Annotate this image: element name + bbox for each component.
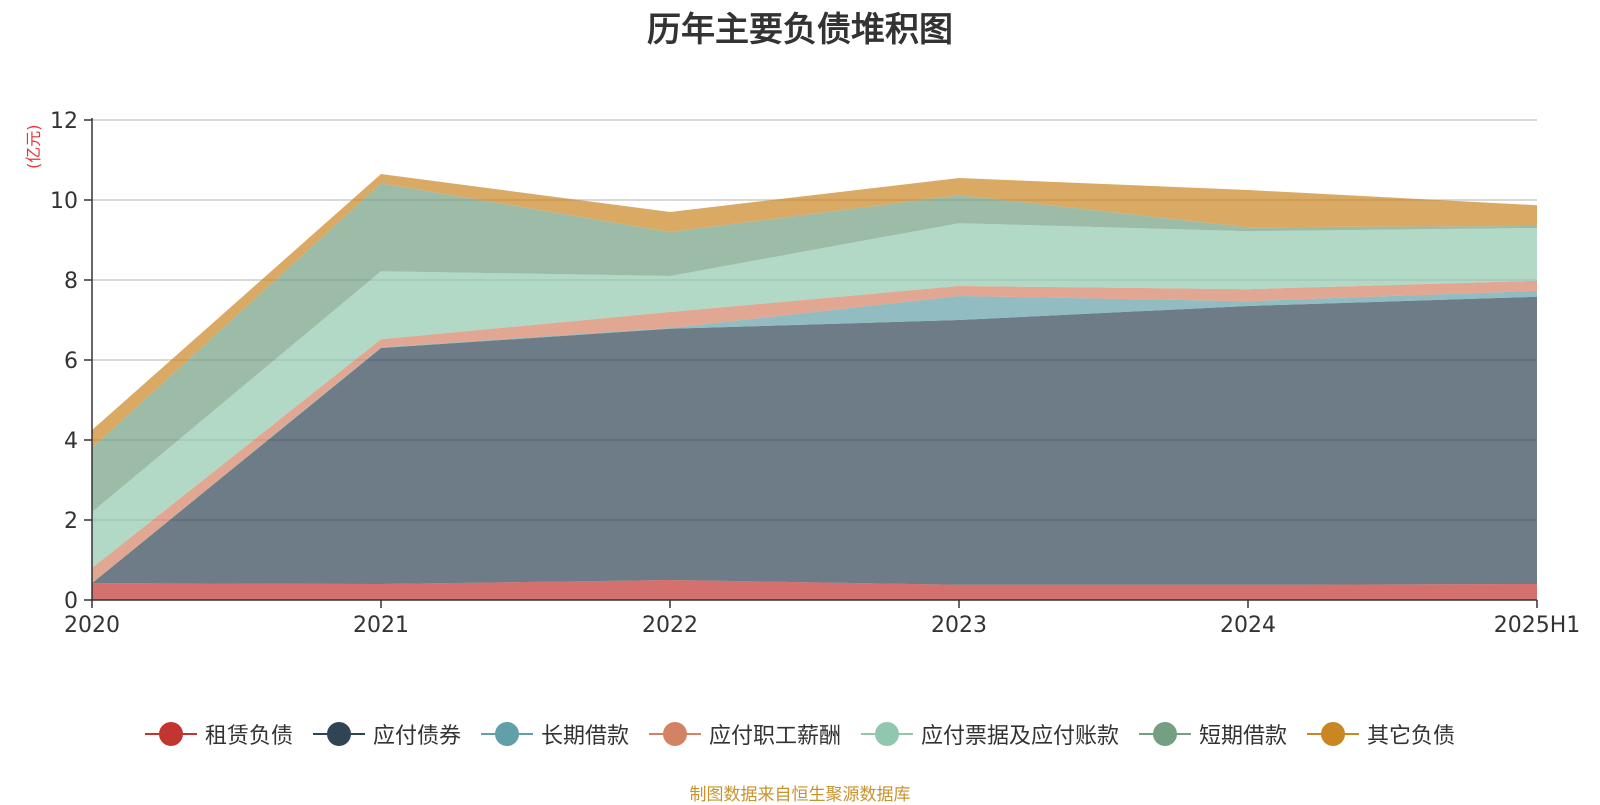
area-series-4: [92, 223, 1537, 568]
legend-marker-icon: [648, 722, 701, 746]
legend-item[interactable]: 短期借款: [1139, 718, 1287, 750]
legend-item[interactable]: 租赁负债: [144, 718, 293, 750]
legend-marker-icon: [312, 722, 365, 746]
legend-label: 长期借款: [540, 724, 629, 749]
x-tick-label: 2024: [1220, 613, 1276, 638]
x-tick-label: 2021: [353, 613, 409, 638]
area-series-group: [92, 174, 1537, 600]
x-tick-label: 2022: [642, 613, 698, 638]
legend-marker-icon: [1307, 722, 1360, 746]
legend-label: 其它负债: [1367, 724, 1456, 749]
y-tick-label: 6: [64, 349, 78, 374]
area-series-0: [92, 580, 1537, 600]
x-tick-label: 2020: [64, 613, 120, 638]
legend-marker-icon: [1139, 722, 1192, 746]
y-tick-label: 12: [50, 109, 78, 134]
legend-label: 租赁负债: [204, 724, 293, 749]
legend-item[interactable]: 应付职工薪酬: [648, 718, 841, 750]
legend-item[interactable]: 应付债券: [312, 718, 461, 750]
y-tick-label: 4: [64, 429, 78, 454]
x-tick-label: 2023: [931, 613, 987, 638]
area-series-1: [92, 296, 1537, 585]
y-tick-label: 10: [50, 189, 78, 214]
legend-marker-icon: [861, 722, 913, 746]
legend-marker-icon: [144, 722, 197, 746]
chart-title: 历年主要负债堆积图: [647, 10, 953, 50]
axes: 0 2 4 6 8 10 12 2020 2021 2022 2023 2024 2025H1: [50, 109, 1580, 638]
source-note: 制图数据来自恒生聚源数据库: [689, 785, 911, 805]
legend-label: 应付债券: [372, 724, 461, 749]
y-tick-label: 0: [64, 589, 78, 614]
legend-label: 应付职工薪酬: [708, 724, 841, 749]
y-tick-label: 2: [64, 509, 78, 534]
x-tick-label: 2025H1: [1494, 613, 1581, 638]
legend-marker-icon: [480, 722, 533, 746]
y-tick-label: 8: [64, 269, 78, 294]
legend-item[interactable]: 应付票据及应付账款: [861, 718, 1119, 750]
legend-label: 应付票据及应付账款: [921, 724, 1120, 749]
area-series-6: [92, 174, 1537, 448]
legend: 租赁负债 应付债券 长期借款 应付职工薪酬 应付票据及应付账款 短期借款 其它负债: [0, 718, 1600, 750]
legend-label: 短期借款: [1199, 724, 1288, 749]
area-series-5: [92, 183, 1537, 512]
legend-item[interactable]: 长期借款: [480, 718, 629, 750]
legend-item[interactable]: 其它负债: [1307, 718, 1455, 750]
